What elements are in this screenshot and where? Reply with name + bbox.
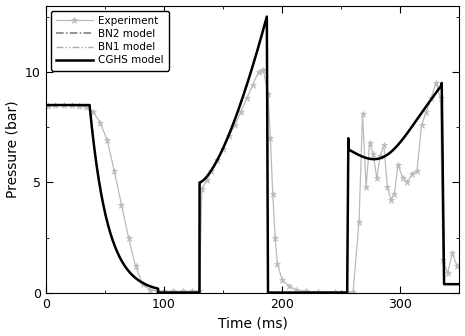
CGHS model: [457, 282, 462, 286]
X-axis label: Time (ms): Time (ms): [218, 317, 287, 330]
Y-axis label: Pressure (bar): Pressure (bar): [6, 100, 20, 198]
CGHS model: [264, 14, 270, 18]
Line: BN1 model: BN1 model: [46, 16, 459, 293]
Experiment: [61, 103, 66, 107]
Legend: Experiment, BN2 model, BN1 model, CGHS model: Experiment, BN2 model, BN1 model, CGHS m…: [51, 11, 169, 71]
BN1 model: [90, 131, 95, 135]
BN1 model: [427, 100, 432, 104]
BN2 model: [320, 291, 325, 295]
BN1 model: [320, 291, 325, 295]
BN2 model: [264, 14, 270, 18]
BN1 model: [214, 160, 219, 164]
BN2 model: [457, 282, 462, 286]
BN2 model: [382, 154, 388, 158]
BN1 model: [264, 14, 270, 18]
BN1 model: [382, 154, 388, 158]
CGHS model: [214, 160, 219, 164]
Line: BN2 model: BN2 model: [46, 16, 459, 293]
CGHS model: [206, 172, 212, 176]
Experiment: [345, 290, 350, 294]
Experiment: [445, 271, 451, 275]
BN2 model: [206, 172, 212, 176]
BN2 model: [43, 103, 49, 107]
Experiment: [454, 264, 460, 268]
CGHS model: [90, 131, 95, 135]
CGHS model: [43, 103, 49, 107]
Line: Experiment: Experiment: [45, 67, 460, 295]
BN1 model: [457, 282, 462, 286]
CGHS model: [155, 291, 161, 295]
CGHS model: [427, 100, 432, 104]
CGHS model: [382, 154, 388, 158]
BN2 model: [155, 291, 161, 295]
Experiment: [315, 290, 320, 294]
Experiment: [46, 104, 51, 108]
Experiment: [260, 68, 266, 72]
BN2 model: [427, 100, 432, 104]
CGHS model: [320, 291, 325, 295]
BN1 model: [155, 291, 161, 295]
BN2 model: [214, 160, 219, 164]
Experiment: [433, 81, 438, 85]
Experiment: [119, 203, 124, 207]
BN1 model: [206, 172, 212, 176]
BN2 model: [90, 131, 95, 135]
BN1 model: [43, 103, 49, 107]
Experiment: [270, 192, 276, 196]
Line: CGHS model: CGHS model: [46, 16, 459, 293]
